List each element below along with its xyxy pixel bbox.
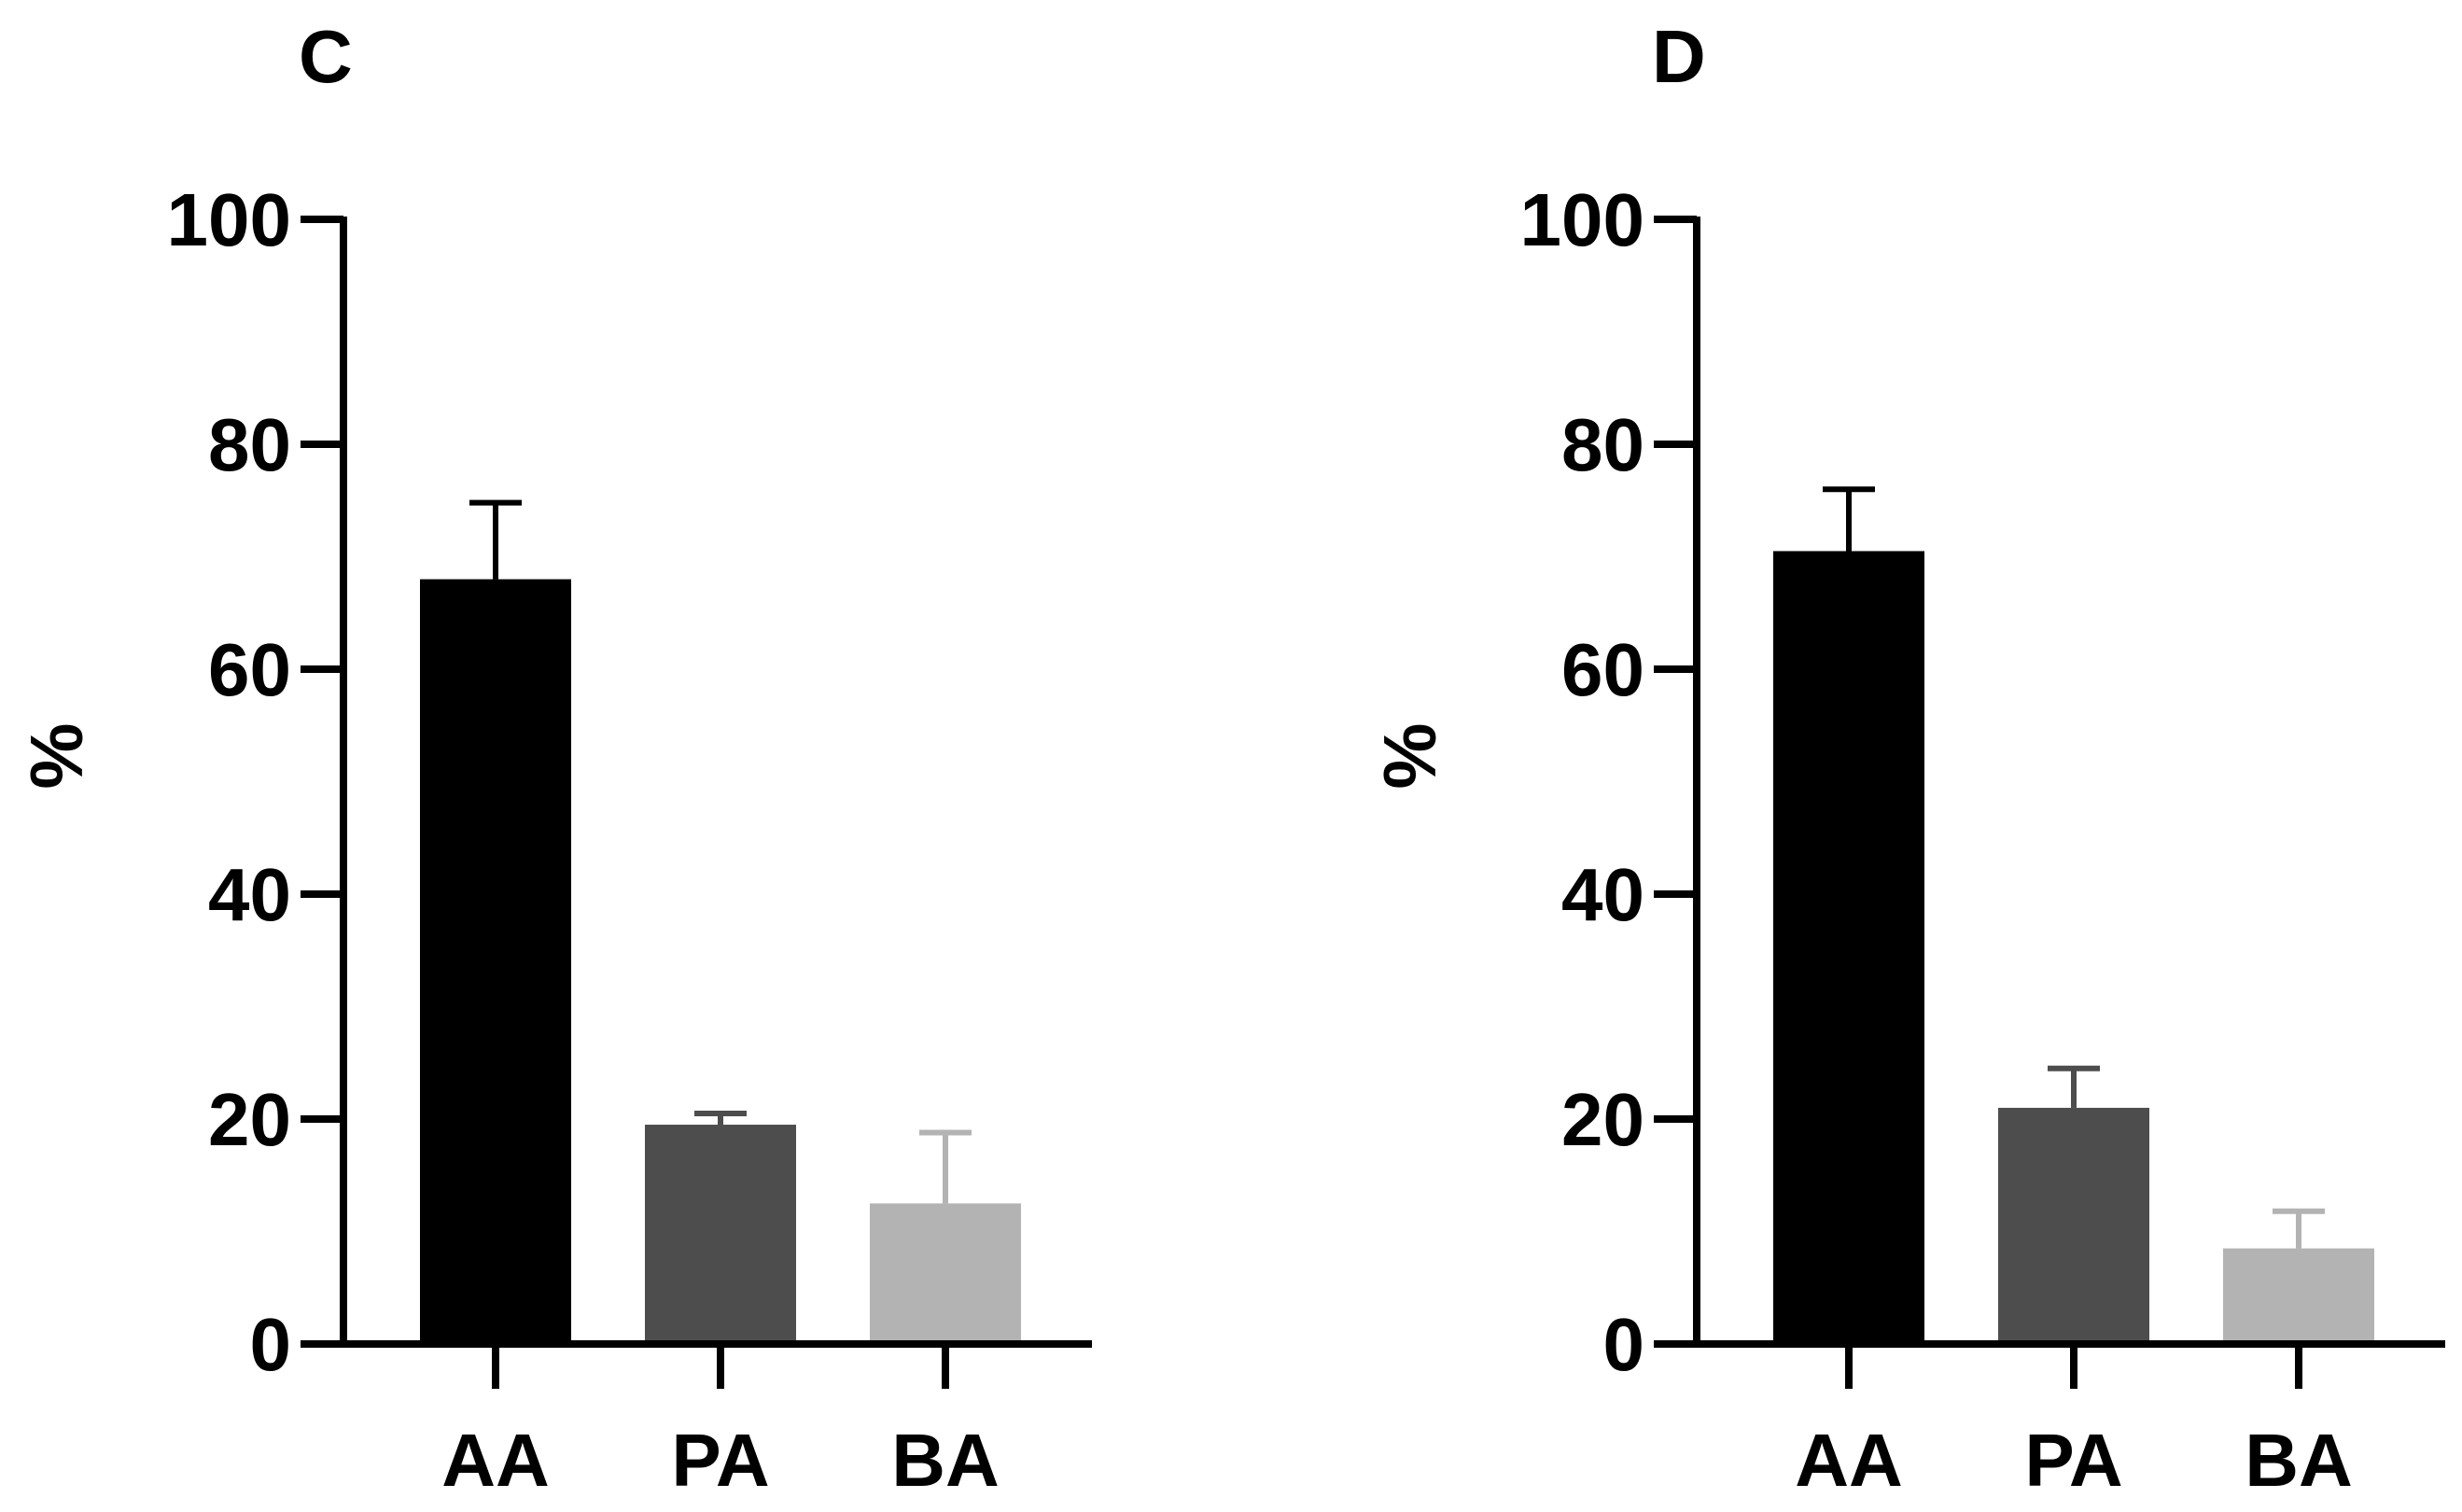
- y-tick-label: 100: [1520, 178, 1644, 261]
- panel-letter: D: [1652, 15, 1706, 98]
- chart-marks: [301, 216, 1092, 1389]
- x-category-labels: AA PA BA: [1795, 1419, 2353, 1502]
- y-tick-label: 0: [250, 1303, 292, 1386]
- bar-pa: [645, 1125, 796, 1344]
- x-category-label: PA: [671, 1419, 769, 1502]
- y-tick-label: 80: [1561, 403, 1644, 486]
- y-tick-label: 60: [1561, 628, 1644, 711]
- bar-ba: [2223, 1248, 2374, 1344]
- x-category-labels: AA PA BA: [441, 1419, 1000, 1502]
- y-axis-label: %: [1368, 722, 1451, 789]
- y-tick-label: 40: [208, 853, 291, 936]
- x-category-label: BA: [891, 1419, 1000, 1502]
- chart-marks: [1654, 216, 2445, 1389]
- x-category-label: PA: [2024, 1419, 2122, 1502]
- y-tick-label: 80: [208, 403, 291, 486]
- y-tick-label: 100: [167, 178, 291, 261]
- y-tick-labels: 0 20 40 60 80 100: [1520, 178, 1644, 1386]
- y-tick-label: 20: [208, 1078, 291, 1161]
- x-category-label: AA: [1795, 1419, 1903, 1502]
- bar-aa: [1773, 551, 1924, 1344]
- y-tick-label: 0: [1603, 1303, 1645, 1386]
- bar-pa: [1998, 1107, 2149, 1344]
- y-tick-label: 60: [208, 628, 291, 711]
- y-tick-labels: 0 20 40 60 80 100: [167, 178, 291, 1386]
- chart-panel-d: D % 0 20 40 60 80 100 AA PA BA: [1368, 15, 2445, 1502]
- y-axis-label: %: [15, 722, 98, 789]
- bar-aa: [420, 579, 571, 1344]
- chart-panel-c: C % 0 20 40 60 80 100 AA PA BA: [15, 15, 1092, 1502]
- bar-ba: [870, 1203, 1021, 1344]
- panel-letter: C: [299, 15, 353, 98]
- y-tick-label: 40: [1561, 853, 1644, 936]
- x-category-label: AA: [441, 1419, 550, 1502]
- y-tick-label: 20: [1561, 1078, 1644, 1161]
- x-category-label: BA: [2245, 1419, 2353, 1502]
